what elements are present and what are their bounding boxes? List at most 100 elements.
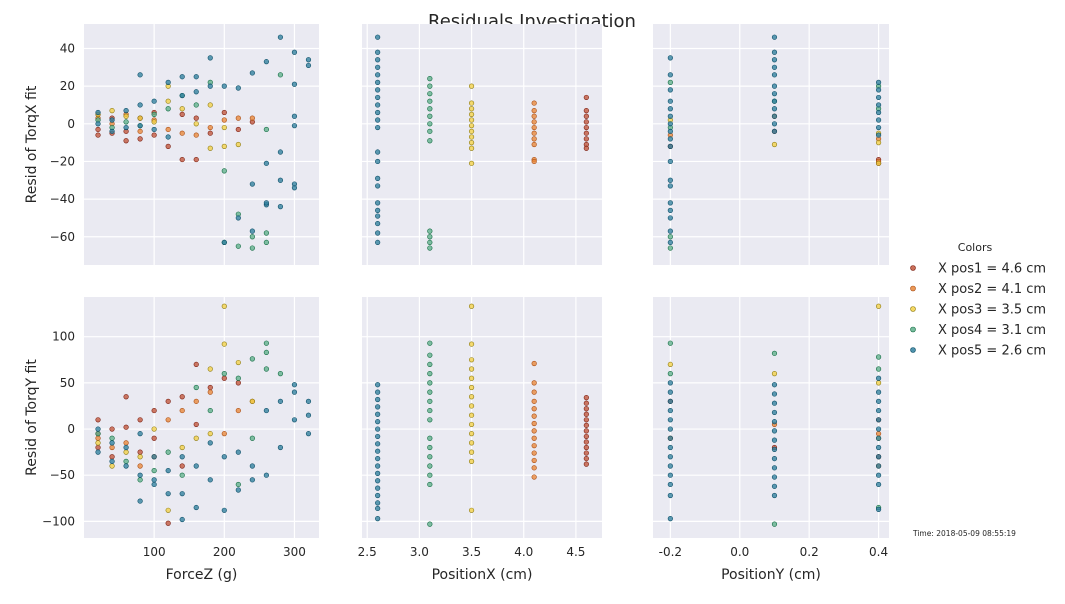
- data-point: [427, 481, 433, 488]
- data-point: [165, 491, 171, 497]
- x-tick-label: 4.0: [514, 545, 533, 559]
- data-point: [375, 207, 381, 213]
- data-point: [771, 49, 778, 55]
- series-1: [583, 94, 589, 151]
- data-point: [207, 145, 213, 151]
- data-point: [221, 454, 227, 460]
- data-point: [305, 398, 312, 404]
- data-point: [123, 440, 129, 446]
- panel-bottom-right: -0.2 0.0 0.2 0.4 PositionY (cm): [653, 297, 889, 583]
- data-point: [151, 119, 157, 125]
- data-point: [375, 34, 381, 40]
- data-point: [235, 380, 241, 386]
- data-point: [193, 504, 199, 511]
- data-point: [875, 79, 882, 85]
- legend-entry-label: X pos4 = 3.1 cm: [938, 323, 1046, 338]
- data-point: [771, 391, 778, 397]
- data-point: [375, 382, 381, 388]
- data-point: [427, 435, 433, 441]
- data-point: [375, 500, 381, 506]
- x-tick-label: 4.5: [566, 545, 585, 559]
- data-point: [277, 149, 284, 155]
- data-point: [375, 175, 381, 181]
- data-point: [771, 437, 778, 443]
- legend: Colors X pos1 = 4.6 cm X pos2 = 4.1 cm X p…: [910, 241, 1046, 359]
- data-point: [468, 403, 475, 409]
- data-point: [875, 375, 882, 381]
- y-tick-label: 50: [60, 376, 75, 390]
- data-point: [193, 156, 199, 163]
- data-point: [375, 433, 381, 440]
- x-tick-label: -0.2: [659, 545, 682, 559]
- data-point: [375, 117, 381, 123]
- data-point: [375, 72, 381, 78]
- timestamp-label: Time: 2018-05-09 08:55:19: [912, 529, 1016, 538]
- data-point: [771, 400, 778, 406]
- y-tick-label: 100: [52, 330, 75, 344]
- data-point: [263, 349, 269, 356]
- data-point: [95, 426, 101, 432]
- y-tick-label: −60: [50, 230, 75, 244]
- data-point: [221, 375, 227, 381]
- data-point: [583, 406, 589, 412]
- data-point: [165, 520, 171, 526]
- data-point: [667, 361, 673, 368]
- data-point: [375, 124, 381, 131]
- data-point: [263, 366, 269, 372]
- data-point: [427, 389, 433, 395]
- data-point: [468, 421, 475, 428]
- data-point: [263, 472, 269, 478]
- panel-top-right: [653, 24, 889, 265]
- data-point: [468, 507, 475, 513]
- data-point: [583, 444, 589, 451]
- data-point: [427, 98, 433, 104]
- data-point: [427, 398, 433, 404]
- data-point: [468, 123, 475, 129]
- series-5: [667, 375, 882, 522]
- data-point: [375, 470, 381, 476]
- data-point: [875, 132, 882, 138]
- data-point: [375, 149, 381, 155]
- data-point: [249, 181, 255, 187]
- data-point: [375, 448, 381, 454]
- data-point: [531, 406, 537, 412]
- data-point: [95, 431, 101, 437]
- data-point: [193, 435, 199, 441]
- data-point: [375, 419, 381, 425]
- data-point: [427, 83, 433, 89]
- data-point: [771, 492, 778, 499]
- data-point: [137, 477, 143, 483]
- data-point: [771, 34, 778, 40]
- data-point: [427, 128, 433, 134]
- data-point: [427, 340, 433, 346]
- data-point: [95, 109, 101, 116]
- data-point: [583, 113, 589, 119]
- data-point: [667, 444, 673, 451]
- data-point: [583, 400, 589, 406]
- x-axis-label: ForceZ (g): [166, 567, 238, 583]
- data-point: [375, 455, 381, 462]
- data-point: [263, 59, 269, 65]
- data-point: [667, 121, 673, 127]
- series-2: [531, 100, 537, 165]
- data-point: [771, 106, 778, 112]
- data-point: [468, 117, 475, 123]
- data-point: [531, 119, 537, 125]
- data-point: [263, 200, 269, 206]
- data-point: [235, 407, 241, 414]
- data-point: [375, 396, 381, 403]
- data-point: [667, 481, 673, 488]
- data-point: [427, 352, 433, 358]
- data-point: [165, 143, 171, 149]
- data-point: [667, 380, 673, 386]
- data-point: [875, 124, 882, 131]
- series-5: [95, 382, 312, 523]
- data-point: [207, 102, 213, 108]
- y-tick-label: −20: [50, 154, 75, 168]
- data-point: [468, 394, 475, 400]
- data-point: [151, 435, 157, 441]
- data-point: [771, 141, 778, 148]
- data-point: [875, 435, 882, 441]
- data-point: [263, 239, 269, 246]
- data-point: [235, 243, 241, 249]
